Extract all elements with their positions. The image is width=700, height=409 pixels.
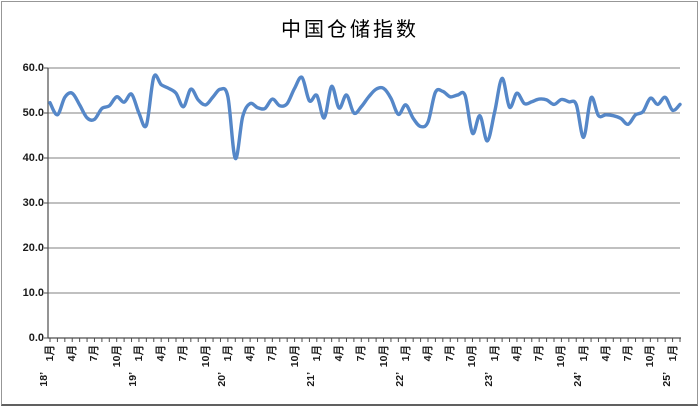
x-year-label: 25’ [660,372,673,387]
x-month-label: 1月 [399,345,412,362]
x-year-label: 24’ [571,372,584,387]
x-month-label: 4月 [333,345,346,362]
x-year-label: 18’ [38,372,50,387]
y-tick-label: 20.0 [22,242,44,254]
x-month-label: 7月 [88,345,101,362]
x-month-label: 10月 [110,345,123,368]
x-month-label: 1月 [44,345,56,362]
x-month-label: 1月 [488,345,501,362]
x-month-label: 1月 [310,345,323,362]
x-month-label: 4月 [422,345,434,362]
x-month-label: 10月 [644,345,657,368]
x-year-label: 22’ [393,372,406,387]
y-tick-label: 30.0 [22,197,44,209]
x-year-label: 21’ [304,372,317,387]
x-month-label: 7月 [444,345,457,362]
x-month-label: 4月 [510,345,523,362]
x-month-label: 1月 [577,345,590,362]
x-month-label: 1月 [132,345,145,362]
x-month-label: 1月 [666,345,679,362]
x-month-label: 10月 [377,345,390,368]
x-month-label: 4月 [66,345,79,362]
y-tick-label: 40.0 [22,152,44,164]
x-year-label: 19’ [126,372,139,387]
x-month-label: 4月 [244,345,257,362]
x-month-label: 7月 [533,345,546,362]
x-month-label: 10月 [555,345,568,368]
y-tick-label: 60.0 [22,62,44,74]
x-year-label: 20’ [215,372,228,387]
x-month-label: 10月 [199,345,212,368]
y-tick-label: 10.0 [22,287,44,299]
x-month-label: 1月 [221,345,234,362]
x-month-label: 10月 [466,345,479,368]
y-tick-label: 0.0 [28,332,44,344]
x-month-label: 4月 [155,345,168,362]
x-month-label: 7月 [355,345,368,362]
data-line [48,73,682,161]
x-month-label: 7月 [177,345,190,362]
x-month-label: 10月 [288,345,301,368]
y-tick-label: 50.0 [22,107,44,119]
x-month-label: 7月 [622,345,635,362]
x-month-label: 7月 [266,345,279,362]
x-month-label: 4月 [599,345,612,362]
x-year-label: 23’ [482,372,495,387]
chart-title: 中国仓储指数 [281,19,419,41]
